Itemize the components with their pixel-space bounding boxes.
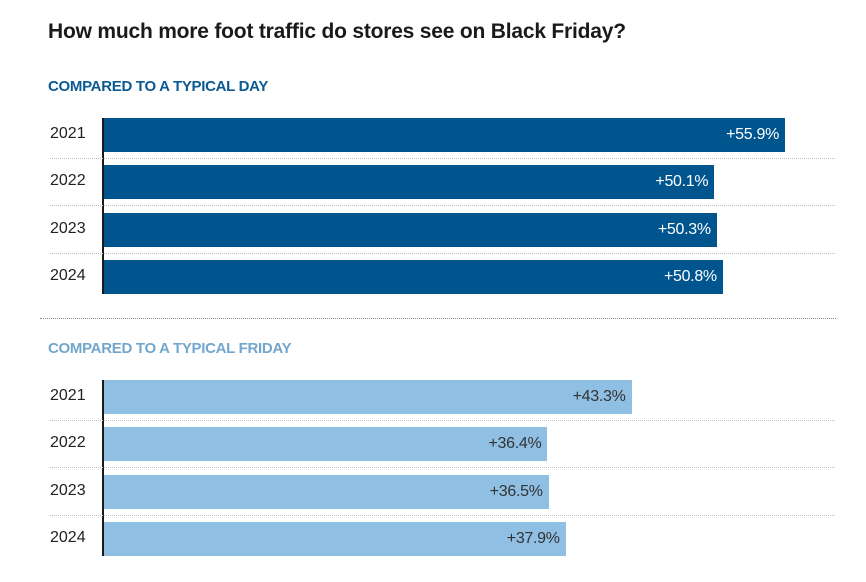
section-heading-typical-friday: COMPARED TO A TYPICAL FRIDAY (48, 340, 292, 357)
data-label: +50.8% (663, 267, 717, 285)
bar-2021: +55.9% (104, 118, 785, 152)
bar-2023: +50.3% (104, 212, 717, 247)
bar-row-2024: 2024 +37.9% (0, 521, 866, 569)
data-label: +36.5% (489, 482, 543, 500)
category-label: 2021 (50, 387, 86, 404)
bar-row-2021: 2021 +43.3% (0, 380, 866, 427)
bar-row-2024: 2024 +50.8% (0, 259, 866, 307)
category-label: 2024 (50, 528, 86, 546)
row-separator (50, 205, 835, 207)
data-label: +43.3% (572, 388, 626, 405)
bar-2024: +50.8% (104, 259, 723, 294)
bar-2022: +36.4% (104, 427, 548, 462)
row-separator (50, 467, 835, 469)
row-separator (50, 252, 835, 254)
bar-row-2023: 2023 +36.5% (0, 474, 866, 522)
data-label: +50.3% (657, 220, 711, 238)
category-label: 2022 (50, 434, 86, 452)
category-label: 2023 (50, 219, 86, 237)
chart-title: How much more foot traffic do stores see… (48, 20, 626, 43)
bar-2024: +37.9% (104, 521, 566, 556)
data-label: +50.1% (655, 173, 709, 191)
bar-row-2022: 2022 +50.1% (0, 165, 866, 212)
data-label: +37.9% (506, 529, 560, 547)
bar-2021: +43.3% (104, 380, 632, 414)
section-divider (40, 318, 836, 319)
category-label: 2021 (50, 125, 86, 142)
row-separator (50, 158, 835, 159)
category-label: 2023 (50, 481, 86, 499)
bar-2022: +50.1% (104, 165, 715, 200)
bar-row-2023: 2023 +50.3% (0, 212, 866, 260)
bar-row-2021: 2021 +55.9% (0, 118, 866, 165)
bar-row-2022: 2022 +36.4% (0, 427, 866, 474)
row-separator (50, 420, 835, 421)
row-separator (50, 514, 835, 516)
data-label: +36.4% (488, 435, 542, 453)
bar-2023: +36.5% (104, 474, 549, 509)
category-label: 2024 (50, 266, 86, 284)
category-label: 2022 (50, 172, 86, 190)
section-heading-typical-day: COMPARED TO A TYPICAL DAY (48, 78, 269, 95)
data-label: +55.9% (726, 126, 779, 143)
